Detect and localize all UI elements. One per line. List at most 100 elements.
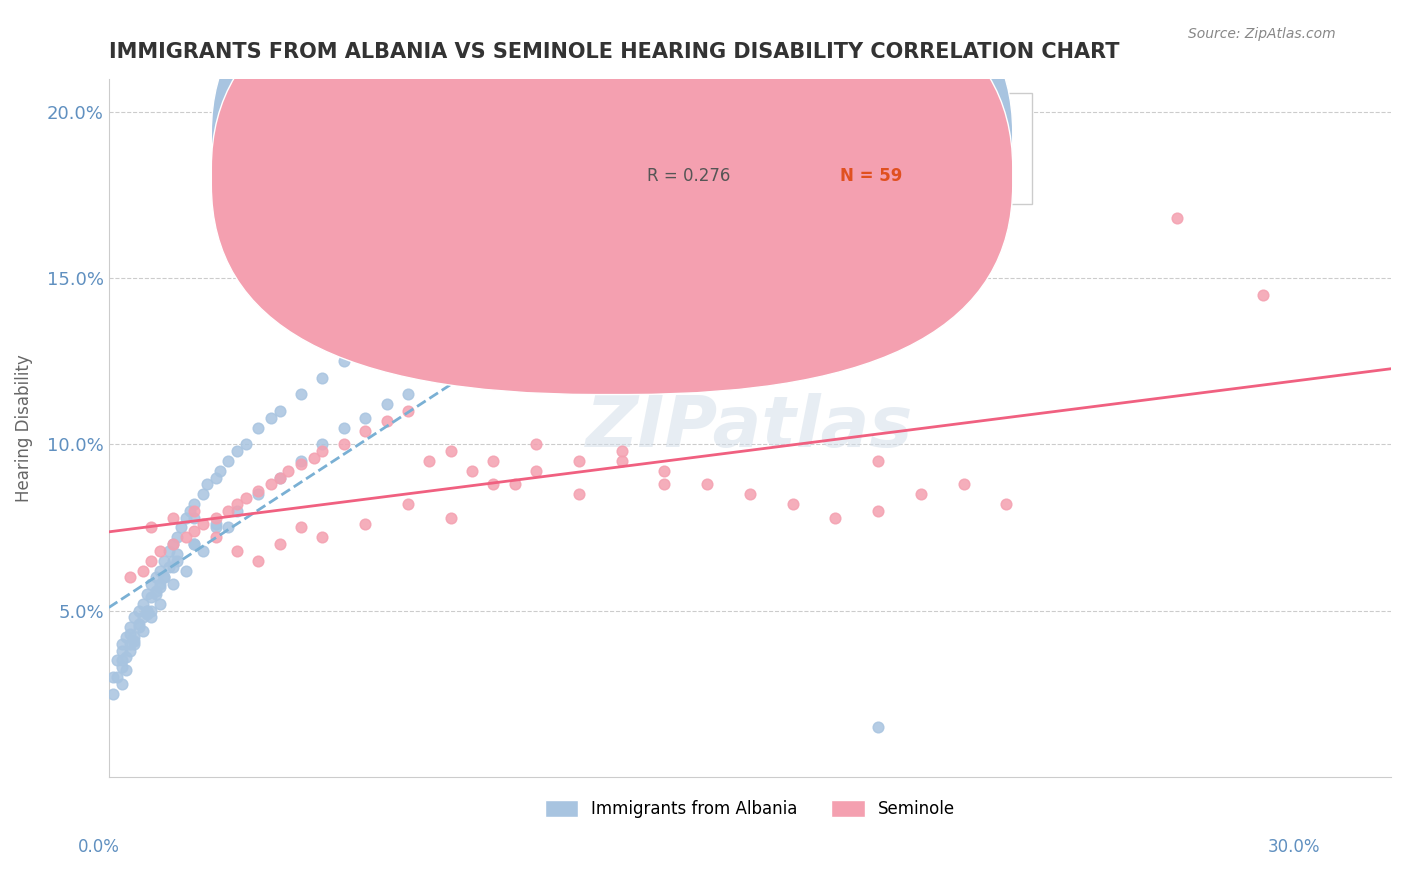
Point xyxy=(738,154,761,169)
Point xyxy=(162,510,184,524)
Point xyxy=(311,531,333,545)
Point xyxy=(183,537,205,551)
Point xyxy=(333,421,356,435)
Point xyxy=(124,630,146,644)
Point xyxy=(183,504,205,518)
Point xyxy=(174,531,197,545)
Point xyxy=(183,497,205,511)
Point xyxy=(354,517,377,532)
Point xyxy=(333,437,356,451)
Text: Source: ZipAtlas.com: Source: ZipAtlas.com xyxy=(1188,27,1336,41)
Point xyxy=(128,620,150,634)
Point xyxy=(311,444,333,458)
Point xyxy=(204,470,226,484)
Point xyxy=(217,454,239,468)
Point xyxy=(115,664,138,678)
Point xyxy=(269,404,291,418)
Point xyxy=(105,653,128,667)
Point xyxy=(354,337,377,351)
Point xyxy=(132,624,155,638)
Point xyxy=(166,554,188,568)
Point xyxy=(654,464,676,478)
Point xyxy=(157,543,180,558)
Point xyxy=(290,454,312,468)
Point xyxy=(124,637,146,651)
Point xyxy=(204,510,226,524)
Point xyxy=(247,487,270,501)
Point xyxy=(162,537,184,551)
Point xyxy=(170,520,193,534)
Point xyxy=(204,520,226,534)
Point xyxy=(120,570,142,584)
Point xyxy=(183,537,205,551)
Point xyxy=(503,477,526,491)
Point xyxy=(226,504,249,518)
Point xyxy=(461,464,484,478)
Point xyxy=(105,670,128,684)
Point xyxy=(910,487,932,501)
Point xyxy=(868,454,890,468)
Point xyxy=(568,454,591,468)
Point xyxy=(824,510,846,524)
Point xyxy=(995,497,1018,511)
Point xyxy=(260,477,283,491)
Point xyxy=(191,487,214,501)
Point xyxy=(162,577,184,591)
Point xyxy=(191,543,214,558)
Point xyxy=(208,464,231,478)
Point xyxy=(110,660,132,674)
Point xyxy=(782,497,804,511)
Y-axis label: Hearing Disability: Hearing Disability xyxy=(15,354,32,501)
Point xyxy=(136,607,159,621)
Point xyxy=(136,587,159,601)
Point xyxy=(440,510,463,524)
Point xyxy=(217,520,239,534)
Point xyxy=(149,577,172,591)
Point xyxy=(157,560,180,574)
Point xyxy=(120,643,142,657)
Point xyxy=(568,221,591,235)
Point xyxy=(375,321,398,335)
Point xyxy=(141,520,163,534)
Point xyxy=(738,487,761,501)
Point xyxy=(149,580,172,594)
Point xyxy=(128,616,150,631)
FancyBboxPatch shape xyxy=(211,0,1012,394)
Point xyxy=(110,643,132,657)
Point xyxy=(101,670,124,684)
Point xyxy=(524,437,547,451)
Text: R = 0.276: R = 0.276 xyxy=(647,168,731,186)
Point xyxy=(110,677,132,691)
Point xyxy=(174,510,197,524)
Point xyxy=(868,720,890,734)
Point xyxy=(110,637,132,651)
Legend: Immigrants from Albania, Seminole: Immigrants from Albania, Seminole xyxy=(538,793,962,824)
Text: ZIPatlas: ZIPatlas xyxy=(586,393,914,462)
Point xyxy=(1166,211,1188,226)
Point xyxy=(141,604,163,618)
Text: 0.0%: 0.0% xyxy=(77,838,120,855)
Point xyxy=(132,610,155,624)
Point xyxy=(145,583,167,598)
Point xyxy=(269,537,291,551)
Point xyxy=(204,517,226,532)
Point xyxy=(145,587,167,601)
Point xyxy=(311,437,333,451)
Point xyxy=(101,687,124,701)
Point xyxy=(226,497,249,511)
Point xyxy=(149,564,172,578)
Point xyxy=(1251,287,1274,301)
Point xyxy=(235,491,257,505)
FancyBboxPatch shape xyxy=(558,93,1032,204)
Point xyxy=(654,188,676,202)
Point xyxy=(120,627,142,641)
Point xyxy=(183,510,205,524)
Point xyxy=(269,470,291,484)
Point xyxy=(128,604,150,618)
Point xyxy=(226,444,249,458)
FancyBboxPatch shape xyxy=(211,0,1012,359)
Point xyxy=(868,504,890,518)
Text: R = 0.318: R = 0.318 xyxy=(647,132,731,151)
Point xyxy=(610,204,633,219)
Point xyxy=(115,630,138,644)
